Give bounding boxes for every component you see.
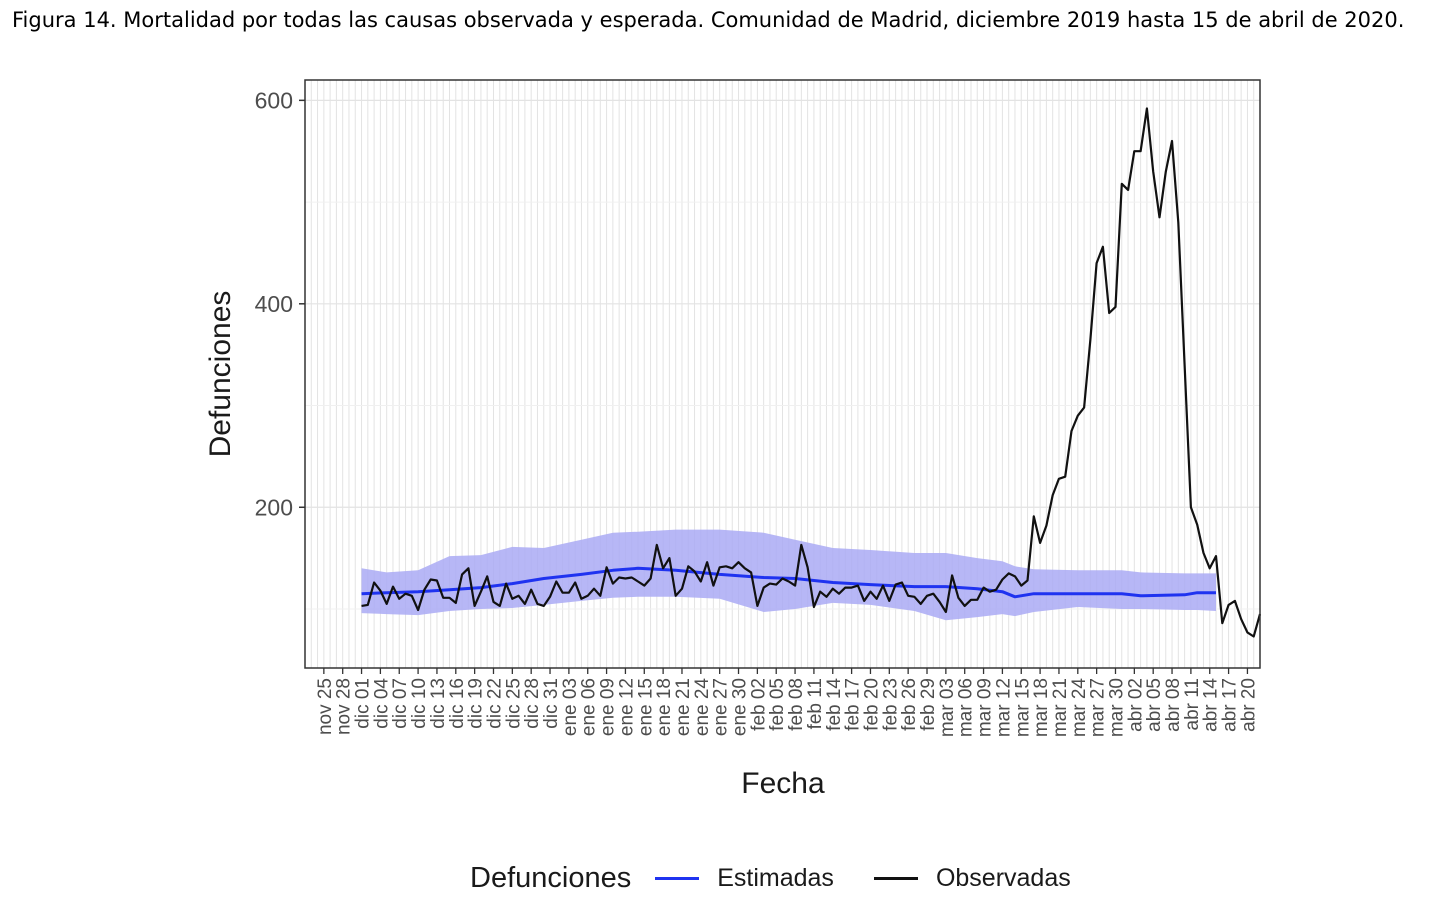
x-tick-label: abr 17 <box>1220 678 1241 732</box>
legend-swatch-estimadas <box>655 876 700 880</box>
y-axis: 200 400 600 <box>255 87 305 520</box>
legend-label-observadas: Observadas <box>935 863 1071 892</box>
x-tick-label: dic 16 <box>447 678 468 729</box>
x-tick-label: dic 07 <box>390 678 411 729</box>
figure-caption: Figura 14. Mortalidad por todas las caus… <box>12 8 1405 32</box>
x-tick-label: feb 08 <box>786 678 807 731</box>
legend-title: Defunciones <box>470 861 632 894</box>
estimadas-line <box>361 566 1216 599</box>
x-tick-label: mar 03 <box>937 678 958 737</box>
observadas-line <box>361 107 1262 638</box>
x-tick-label: mar 27 <box>1088 678 1109 737</box>
legend: Defunciones Estimadas Observadas <box>470 858 1111 898</box>
x-tick-label: abr 08 <box>1163 678 1184 732</box>
x-tick-label: ene 21 <box>673 678 694 736</box>
x-tick-label: mar 12 <box>993 678 1014 737</box>
x-tick-label: mar 24 <box>1069 678 1090 738</box>
y-tick-label: 600 <box>255 87 293 113</box>
x-tick-label: ene 18 <box>654 678 675 736</box>
legend-swatch-observadas <box>873 876 918 880</box>
x-tick-label: feb 20 <box>862 678 883 731</box>
plot-panel-border <box>304 79 1261 669</box>
x-tick-label: ene 30 <box>730 678 751 736</box>
legend-label-estimadas: Estimadas <box>717 863 834 892</box>
x-tick-label: feb 02 <box>748 678 769 731</box>
x-tick-label: nov 28 <box>334 678 355 735</box>
x-tick-label: mar 06 <box>956 678 977 737</box>
x-tick-label: feb 29 <box>918 678 939 731</box>
x-tick-label: dic 13 <box>428 678 449 729</box>
x-tick-label: dic 28 <box>522 678 543 729</box>
x-tick-label: abr 14 <box>1201 678 1222 732</box>
x-tick-label: feb 11 <box>805 678 826 729</box>
x-tick-label: dic 25 <box>503 678 524 729</box>
x-tick-label: ene 12 <box>616 678 637 736</box>
x-tick-label: ene 06 <box>579 678 600 736</box>
x-tick-label: dic 22 <box>485 678 506 729</box>
x-tick-label: ene 15 <box>635 678 656 736</box>
x-tick-label: dic 01 <box>353 678 374 729</box>
x-tick-label: nov 25 <box>315 678 336 735</box>
x-tick-label: abr 20 <box>1238 678 1259 732</box>
y-axis-label: Defunciones <box>204 291 237 458</box>
x-tick-label: mar 15 <box>1012 678 1033 737</box>
x-tick-label: ene 24 <box>692 678 713 737</box>
x-tick-label: feb 05 <box>767 678 788 731</box>
x-tick-label: mar 09 <box>975 678 996 737</box>
y-tick-label: 400 <box>255 291 293 317</box>
x-tick-label: abr 02 <box>1125 678 1146 732</box>
estimadas-confidence-band <box>361 529 1216 621</box>
x-axis-label: Fecha <box>741 767 825 800</box>
y-tick-label: 200 <box>255 494 293 520</box>
x-tick-label: mar 18 <box>1031 678 1052 737</box>
x-tick-label: ene 03 <box>560 678 581 736</box>
x-tick-label: abr 11 <box>1182 678 1203 730</box>
x-tick-label: ene 09 <box>598 678 619 736</box>
x-tick-label: dic 04 <box>371 678 392 729</box>
x-tick-label: dic 10 <box>409 678 430 729</box>
x-tick-label: feb 17 <box>843 678 864 731</box>
x-tick-label: dic 19 <box>466 678 487 729</box>
x-tick-label: feb 23 <box>880 678 901 731</box>
x-tick-label: feb 26 <box>899 678 920 731</box>
x-tick-label: mar 21 <box>1050 678 1071 737</box>
x-tick-label: abr 05 <box>1144 678 1165 732</box>
x-tick-label: feb 14 <box>824 678 845 731</box>
x-tick-label: ene 27 <box>711 678 732 736</box>
x-tick-label: dic 31 <box>541 678 562 729</box>
x-tick-label: mar 30 <box>1107 678 1128 737</box>
